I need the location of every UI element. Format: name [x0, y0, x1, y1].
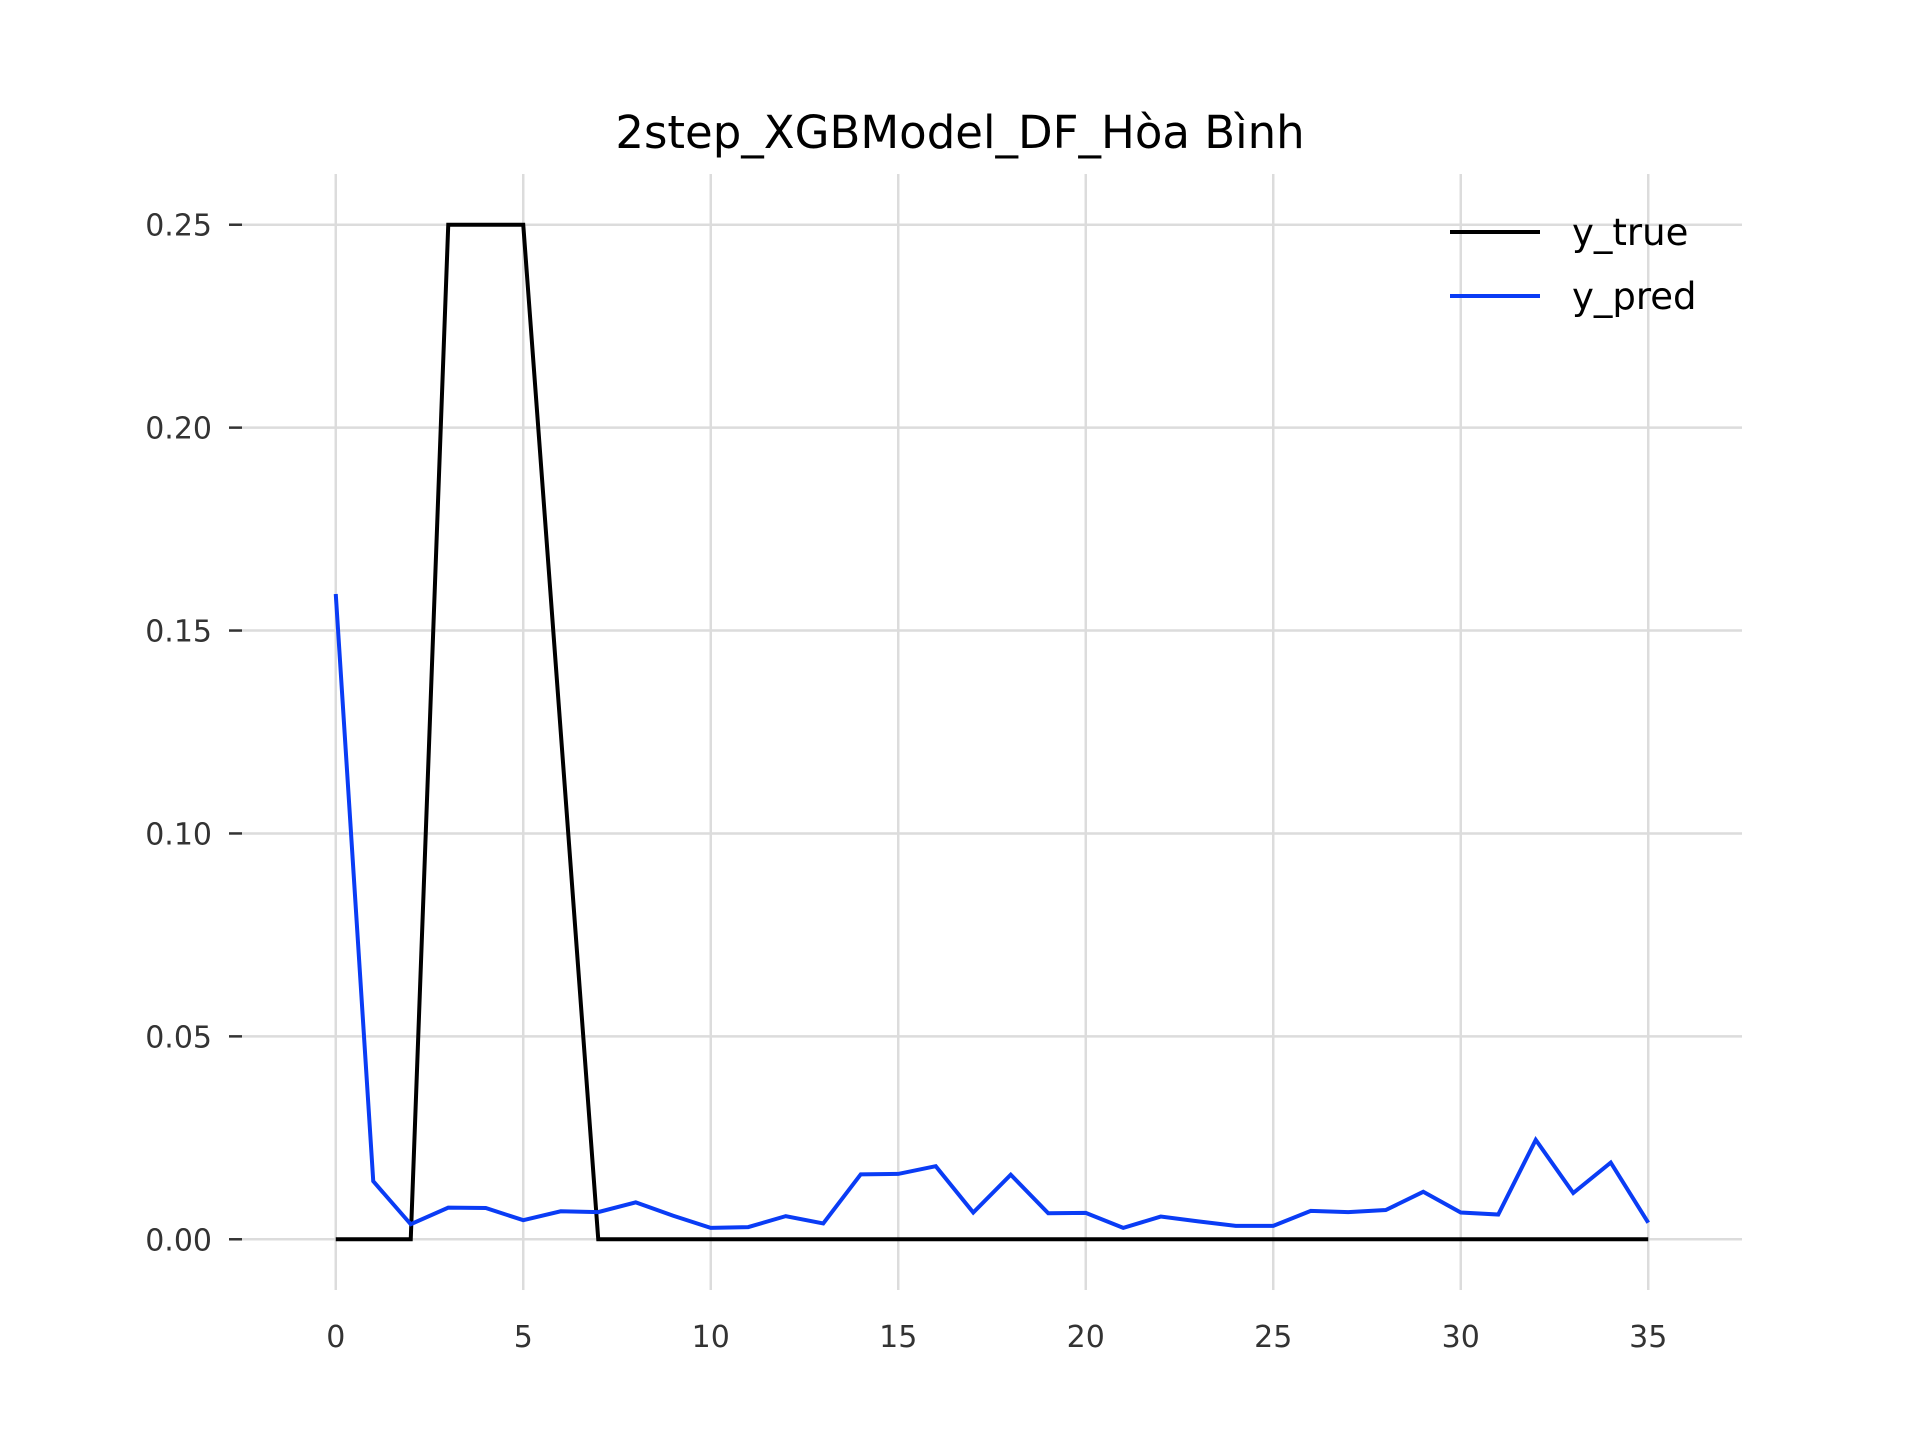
y-tick-label: 0.10	[145, 817, 212, 852]
x-tick-label: 25	[1254, 1320, 1292, 1355]
y-axis: 0.00 0.05 0.10 0.15 0.20 0.25	[145, 209, 242, 1258]
x-tick-label: 15	[879, 1320, 917, 1355]
series-line-y-true	[335, 222, 1649, 1242]
x-axis: 0 5 10 15 20 25 30 35	[326, 1320, 1667, 1355]
series-lines	[333, 222, 1650, 1242]
y-tick-label: 0.25	[145, 209, 212, 244]
legend: y_true y_pred	[1450, 211, 1697, 318]
x-tick-label: 20	[1067, 1320, 1105, 1355]
x-tick-label: 30	[1442, 1320, 1480, 1355]
legend-label: y_pred	[1572, 275, 1697, 318]
x-tick-label: 5	[514, 1320, 533, 1355]
series-line-y-pred	[333, 593, 1650, 1231]
y-tick-label: 0.20	[145, 412, 212, 447]
chart-title: 2step_XGBModel_DF_Hòa Bình	[615, 106, 1304, 159]
grid	[242, 174, 1742, 1290]
y-tick-label: 0.15	[145, 615, 212, 650]
x-tick-label: 35	[1629, 1320, 1667, 1355]
y-tick-label: 0.05	[145, 1020, 212, 1055]
legend-label: y_true	[1572, 211, 1688, 254]
x-tick-label: 0	[326, 1320, 345, 1355]
x-tick-label: 10	[692, 1320, 730, 1355]
y-tick-label: 0.00	[145, 1223, 212, 1258]
